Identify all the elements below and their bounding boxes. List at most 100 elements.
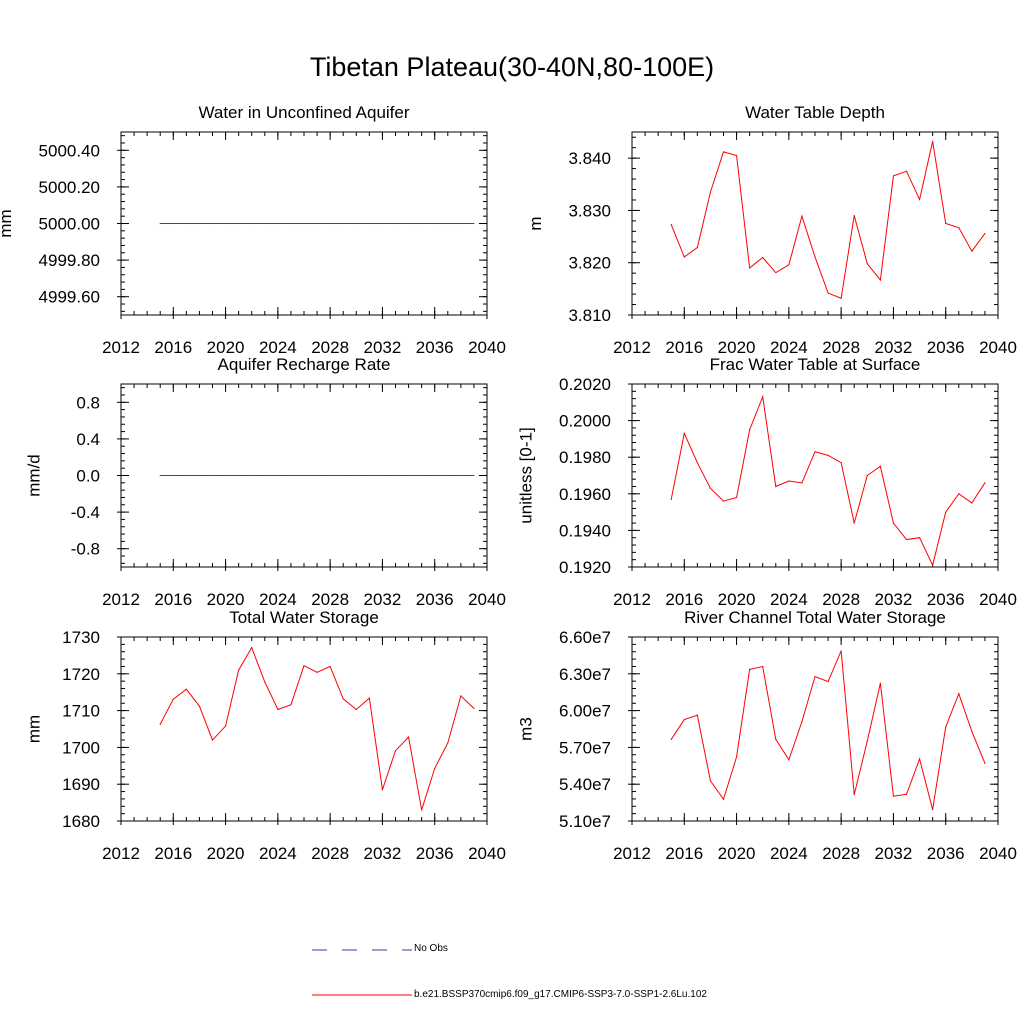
y-tick-label: 0.2000 bbox=[559, 412, 611, 431]
data-point bbox=[683, 432, 685, 435]
x-tick-label: 2016 bbox=[154, 844, 192, 863]
y-tick-label: 6.00e7 bbox=[559, 702, 611, 721]
y-axis-label: m bbox=[526, 216, 545, 230]
data-point bbox=[277, 222, 279, 225]
page-title: Tibetan Plateau(30-40N,80-100E) bbox=[309, 52, 715, 82]
y-tick-label: 6.30e7 bbox=[559, 665, 611, 684]
data-point bbox=[329, 665, 331, 668]
data-point bbox=[735, 154, 738, 157]
x-tick-label: 2024 bbox=[770, 844, 808, 863]
y-tick-label: 0.1940 bbox=[559, 521, 611, 540]
data-point bbox=[840, 462, 842, 464]
data-point bbox=[853, 522, 855, 524]
y-tick-label: 1690 bbox=[62, 775, 100, 794]
x-tick-label: 2024 bbox=[259, 338, 297, 357]
y-axis-label: m3 bbox=[516, 717, 535, 741]
data-point bbox=[735, 496, 738, 499]
data-point bbox=[172, 474, 174, 477]
data-point bbox=[251, 222, 253, 225]
data-point bbox=[958, 493, 960, 495]
legend-obs-label: No Obs bbox=[414, 943, 448, 954]
data-point bbox=[316, 222, 318, 225]
legend-obs-line bbox=[312, 949, 412, 951]
data-point bbox=[198, 705, 201, 707]
data-point bbox=[238, 222, 240, 225]
data-point bbox=[460, 474, 462, 477]
x-tick-label: 2016 bbox=[154, 338, 192, 357]
data-point bbox=[342, 474, 344, 477]
data-point bbox=[434, 767, 436, 769]
y-tick-label: 0.1960 bbox=[559, 485, 611, 504]
chart-title: Water in Unconfined Aquifer bbox=[198, 103, 409, 122]
y-tick-label: 1730 bbox=[62, 628, 100, 647]
chart-title: Frac Water Table at Surface bbox=[710, 355, 921, 374]
data-point bbox=[421, 474, 423, 477]
x-tick-label: 2012 bbox=[102, 844, 140, 863]
data-point bbox=[971, 730, 973, 733]
y-tick-label: 0.4 bbox=[76, 430, 100, 449]
y-tick-label: 4999.80 bbox=[39, 251, 100, 270]
data-point bbox=[827, 292, 829, 294]
data-point bbox=[709, 487, 712, 489]
data-point bbox=[984, 762, 986, 764]
data-point bbox=[329, 474, 331, 477]
data-point bbox=[473, 707, 475, 709]
data-point bbox=[159, 222, 161, 225]
data-point bbox=[670, 498, 672, 500]
data-point bbox=[945, 726, 947, 728]
x-tick-label: 2016 bbox=[665, 844, 703, 863]
y-tick-label: 3.820 bbox=[568, 254, 611, 273]
y-tick-label: 0.8 bbox=[76, 393, 100, 412]
data-point bbox=[238, 474, 240, 477]
data-point bbox=[290, 474, 292, 477]
data-point bbox=[945, 511, 947, 513]
data-point bbox=[670, 223, 672, 226]
data-point bbox=[172, 222, 174, 225]
data-point bbox=[879, 465, 881, 467]
x-tick-label: 2016 bbox=[665, 338, 703, 357]
y-tick-label: 5000.20 bbox=[39, 178, 100, 197]
y-tick-label: 1700 bbox=[62, 738, 100, 757]
data-point bbox=[290, 704, 292, 706]
plot-frame bbox=[631, 131, 999, 316]
data-point bbox=[709, 780, 712, 782]
x-tick-label: 2020 bbox=[718, 590, 756, 609]
series-line bbox=[670, 650, 986, 810]
data-point bbox=[788, 480, 790, 482]
x-tick-label: 2036 bbox=[416, 844, 454, 863]
data-point bbox=[290, 222, 292, 225]
data-point bbox=[368, 222, 370, 225]
data-point bbox=[696, 246, 698, 249]
data-point bbox=[827, 681, 829, 683]
data-point bbox=[932, 140, 934, 143]
data-point bbox=[303, 222, 305, 225]
data-point bbox=[735, 756, 738, 758]
data-point bbox=[316, 474, 318, 477]
data-point bbox=[918, 758, 921, 760]
data-point bbox=[277, 708, 279, 711]
data-point bbox=[329, 222, 331, 225]
data-point bbox=[971, 502, 973, 504]
x-tick-label: 2024 bbox=[259, 590, 297, 609]
x-tick-label: 2012 bbox=[102, 590, 140, 609]
legend-model-line bbox=[312, 994, 412, 996]
x-tick-label: 2020 bbox=[207, 338, 245, 357]
plot-frame bbox=[631, 636, 999, 822]
y-axis-label: mm bbox=[25, 715, 44, 743]
data-point bbox=[762, 665, 764, 668]
x-tick-label: 2036 bbox=[927, 844, 965, 863]
data-point bbox=[814, 256, 816, 258]
data-point bbox=[814, 451, 816, 453]
data-point bbox=[368, 697, 370, 699]
data-point bbox=[277, 474, 279, 477]
y-tick-label: 0.0 bbox=[76, 467, 100, 486]
data-point bbox=[801, 482, 803, 484]
y-tick-label: 5.70e7 bbox=[559, 738, 611, 757]
x-tick-label: 2036 bbox=[416, 590, 454, 609]
data-point bbox=[683, 256, 685, 258]
data-point bbox=[421, 222, 423, 225]
x-tick-label: 2040 bbox=[468, 590, 506, 609]
data-point bbox=[185, 222, 187, 225]
data-point bbox=[224, 725, 227, 727]
data-point bbox=[185, 688, 187, 690]
